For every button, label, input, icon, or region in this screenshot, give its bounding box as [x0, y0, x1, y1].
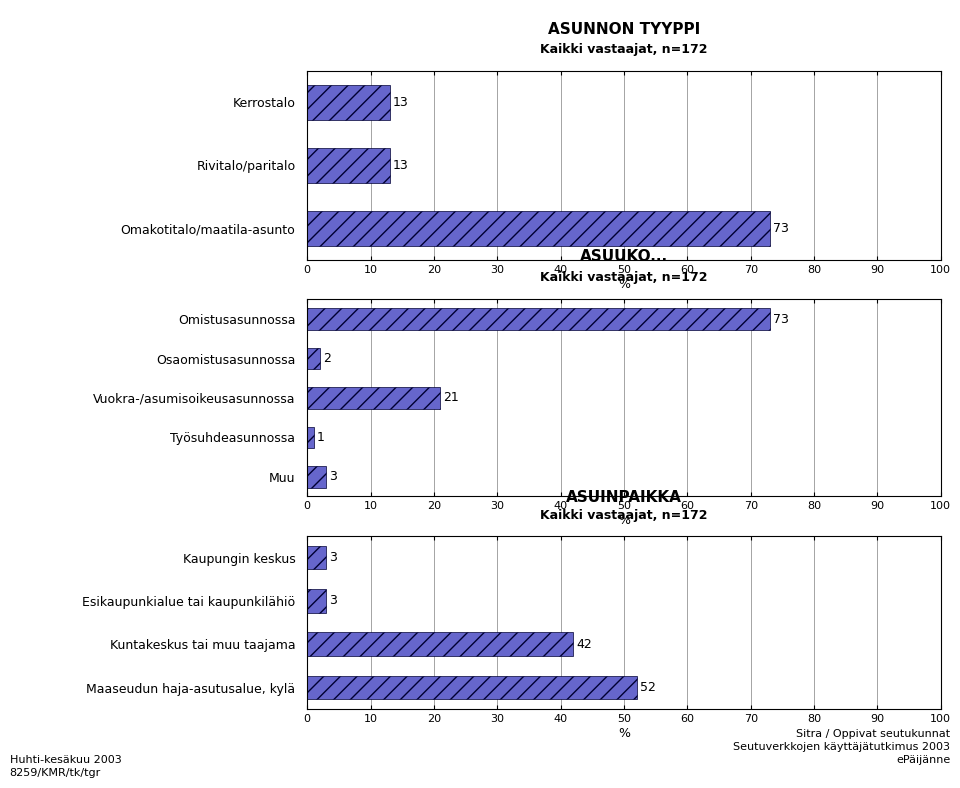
Bar — [307, 308, 770, 330]
Bar — [307, 348, 320, 370]
Text: 3: 3 — [329, 551, 337, 564]
Bar — [307, 589, 326, 613]
Text: 21: 21 — [444, 392, 459, 404]
Bar — [307, 466, 326, 488]
Text: ASUNNON TYYPPI: ASUNNON TYYPPI — [548, 22, 700, 37]
Bar — [307, 148, 390, 183]
Bar — [307, 211, 770, 246]
Text: Huhti-kesäkuu 2003: Huhti-kesäkuu 2003 — [10, 755, 121, 765]
Text: 3: 3 — [329, 594, 337, 608]
Text: 1: 1 — [317, 431, 324, 444]
Text: Seutuverkkojen käyttäjätutkimus 2003: Seutuverkkojen käyttäjätutkimus 2003 — [733, 742, 950, 753]
Text: taloustutkimus oy: taloustutkimus oy — [35, 736, 148, 745]
Text: ePäijänne: ePäijänne — [896, 755, 950, 765]
Text: Kaikki vastaajat, n=172: Kaikki vastaajat, n=172 — [540, 43, 708, 56]
Text: Sitra / Oppivat seutukunnat: Sitra / Oppivat seutukunnat — [796, 729, 950, 739]
Bar — [307, 387, 441, 409]
Text: 42: 42 — [576, 637, 592, 651]
Text: 73: 73 — [773, 222, 789, 235]
Text: Kaikki vastaajat, n=172: Kaikki vastaajat, n=172 — [540, 509, 708, 522]
Bar — [307, 545, 326, 570]
X-axis label: %: % — [618, 277, 630, 291]
Text: ASUINPAIKKA: ASUINPAIKKA — [566, 489, 682, 504]
Bar — [307, 85, 390, 120]
Text: 73: 73 — [773, 313, 789, 325]
Text: 13: 13 — [393, 96, 409, 109]
Text: 52: 52 — [639, 681, 656, 694]
X-axis label: %: % — [618, 514, 630, 527]
Text: 8259/KMR/tk/tgr: 8259/KMR/tk/tgr — [10, 768, 101, 779]
Text: ASUUKO...: ASUUKO... — [580, 249, 668, 264]
Bar — [307, 426, 314, 448]
Text: 3: 3 — [329, 470, 337, 483]
X-axis label: %: % — [618, 727, 630, 740]
Bar — [307, 632, 573, 656]
Bar — [307, 675, 636, 700]
Text: 2: 2 — [323, 352, 331, 365]
Text: Kaikki vastaajat, n=172: Kaikki vastaajat, n=172 — [540, 271, 708, 284]
Text: 13: 13 — [393, 159, 409, 172]
